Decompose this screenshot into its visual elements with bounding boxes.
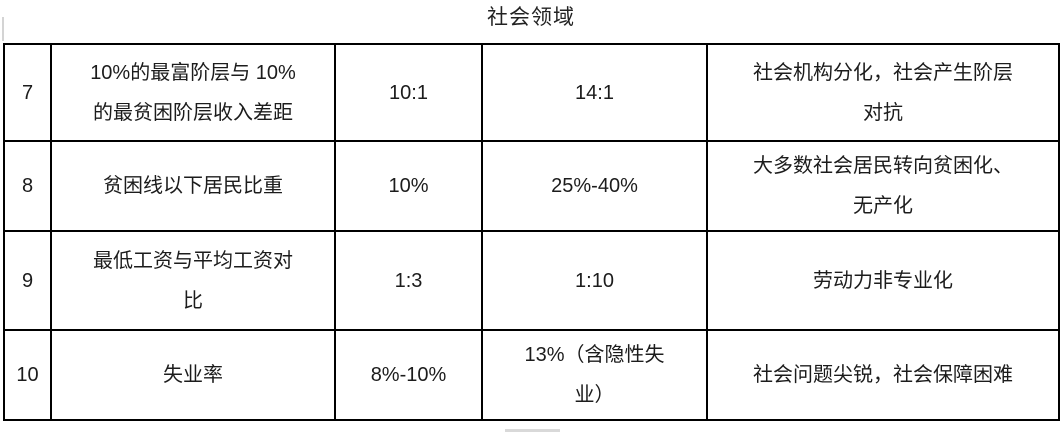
description-cell: 劳动力非专业化 — [706, 230, 1060, 331]
table-row: 10 失业率 8%-10% 13%（含隐性失 业） 社会问题尖锐，社会保障困难 — [3, 329, 1060, 421]
indicator-cell: 10%的最富阶层与 10% 的最贫困阶层收入差距 — [50, 43, 336, 142]
value2-cell: 1:10 — [481, 230, 708, 331]
indicator-cell: 最低工资与平均工资对 比 — [50, 230, 336, 331]
scan-artifact — [505, 429, 560, 432]
description-cell: 社会机构分化，社会产生阶层 对抗 — [706, 43, 1060, 142]
description-cell: 社会问题尖锐，社会保障困难 — [706, 329, 1060, 421]
page-title: 社会领域 — [487, 6, 575, 29]
value2-cell: 14:1 — [481, 43, 708, 142]
row-number-cell: 10 — [3, 329, 52, 421]
row-number-cell: 8 — [3, 140, 52, 232]
social-domain-table: 7 10%的最富阶层与 10% 的最贫困阶层收入差距 10:1 14:1 社会机… — [3, 43, 1060, 421]
indicator-cell: 贫困线以下居民比重 — [50, 140, 336, 232]
row-number-cell: 7 — [3, 43, 52, 142]
table-row: 9 最低工资与平均工资对 比 1:3 1:10 劳动力非专业化 — [3, 230, 1060, 331]
value2-cell: 25%-40% — [481, 140, 708, 232]
value1-cell: 1:3 — [334, 230, 483, 331]
value1-cell: 8%-10% — [334, 329, 483, 421]
description-cell: 大多数社会居民转向贫困化、 无产化 — [706, 140, 1060, 232]
table-row: 8 贫困线以下居民比重 10% 25%-40% 大多数社会居民转向贫困化、 无产… — [3, 140, 1060, 232]
value1-cell: 10:1 — [334, 43, 483, 142]
table-row: 7 10%的最富阶层与 10% 的最贫困阶层收入差距 10:1 14:1 社会机… — [3, 43, 1060, 142]
value2-cell: 13%（含隐性失 业） — [481, 329, 708, 421]
indicator-cell: 失业率 — [50, 329, 336, 421]
row-number-cell: 9 — [3, 230, 52, 331]
value1-cell: 10% — [334, 140, 483, 232]
scan-artifact — [2, 17, 4, 41]
